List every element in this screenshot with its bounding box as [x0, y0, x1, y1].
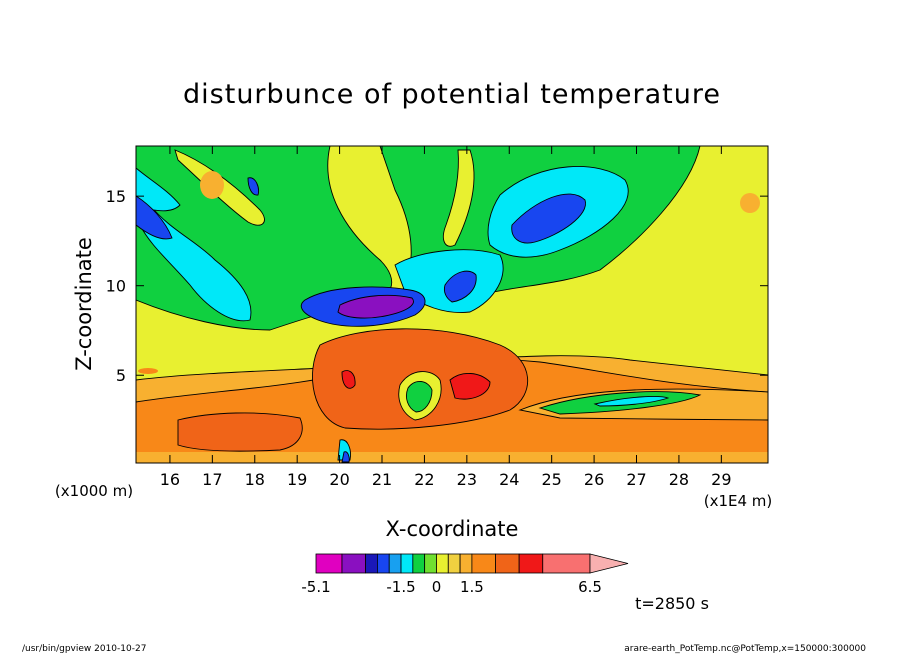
y-tick-label: 10 — [106, 277, 126, 296]
red-spot-left — [341, 370, 356, 389]
colorbar-arrow — [589, 553, 629, 574]
plot-frame — [135, 145, 769, 464]
colorbar-swatch — [388, 553, 402, 574]
y-tick-label: 15 — [106, 187, 126, 206]
colorbar-swatch — [400, 553, 414, 574]
colorbar — [315, 553, 629, 574]
x-tick-label: 19 — [287, 470, 307, 489]
surface-band — [136, 452, 768, 463]
purple-core — [337, 294, 414, 319]
blue-region-left — [136, 195, 173, 240]
y-axis-ticks: 5 10 15 — [106, 187, 768, 385]
colorbar-label: 1.5 — [460, 578, 484, 596]
chart-title: disturbunce of potential temperature — [183, 79, 721, 110]
x-tick-label: 27 — [626, 470, 646, 489]
time-annotation: t=2850 s — [635, 594, 709, 613]
orange-spot-left-edge — [138, 368, 158, 374]
blue-region-upper-right — [511, 193, 586, 244]
red-spot-right — [449, 373, 491, 400]
cyan-streak-lower-right — [593, 395, 670, 407]
colorbar-label: 6.5 — [578, 578, 602, 596]
orange-blob-lower-left — [177, 412, 303, 452]
colorbar-tick-labels: -5.1 -1.5 0 1.5 6.5 — [301, 578, 602, 596]
colorbar-swatch — [471, 553, 496, 574]
colorbar-swatch — [495, 553, 520, 574]
x-tick-label: 18 — [245, 470, 265, 489]
colorbar-swatch — [412, 553, 426, 574]
x-tick-label: 22 — [414, 470, 434, 489]
colorbar-swatch — [315, 553, 343, 574]
surface-blue-spot — [341, 451, 350, 463]
colorbar-label: -1.5 — [386, 578, 415, 596]
yellow-streak-upper-right — [443, 149, 475, 247]
x-tick-label: 20 — [329, 470, 349, 489]
footer-left: /usr/bin/gpview 2010-10-27 — [22, 644, 146, 654]
x-tick-label: 23 — [457, 470, 477, 489]
x-tick-label: 29 — [711, 470, 731, 489]
green-plume — [405, 381, 433, 413]
colorbar-swatch — [447, 553, 461, 574]
colorbar-swatch — [365, 553, 378, 574]
x-tick-label: 17 — [202, 470, 222, 489]
colorbar-swatch — [377, 553, 390, 574]
colorbar-swatch — [518, 553, 544, 574]
x-tick-label: 24 — [499, 470, 519, 489]
y-tick-label: 5 — [116, 366, 126, 385]
contour-field — [136, 146, 768, 463]
colorbar-swatch — [459, 553, 473, 574]
colorbar-label: 0 — [432, 578, 442, 596]
x-tick-label: 28 — [669, 470, 689, 489]
x-tick-label: 21 — [372, 470, 392, 489]
y-axis-unit: (x1000 m) — [55, 482, 133, 500]
x-tick-label: 26 — [584, 470, 604, 489]
x-axis-label: X-coordinate — [386, 517, 519, 541]
x-tick-label: 25 — [541, 470, 561, 489]
blue-spot-top-left — [247, 177, 259, 196]
colorbar-swatch — [424, 553, 437, 574]
colorbar-swatch — [436, 553, 449, 574]
blue-spot-center-right — [443, 270, 477, 303]
colorbar-swatch — [542, 553, 591, 574]
colorbar-swatch — [341, 553, 367, 574]
orange-spot-right-edge — [740, 193, 760, 213]
x-axis-ticks: 16 17 18 19 20 21 22 23 24 25 26 27 28 29 — [160, 146, 732, 489]
y-axis-label: Z-coordinate — [72, 237, 96, 371]
orange-spot-upper-left — [200, 171, 224, 199]
x-axis-unit: (x1E4 m) — [704, 492, 773, 510]
footer-right: arare-earth_PotTemp.nc@PotTemp,x=150000:… — [624, 644, 866, 654]
colorbar-label: -5.1 — [301, 578, 330, 596]
x-tick-label: 16 — [160, 470, 180, 489]
